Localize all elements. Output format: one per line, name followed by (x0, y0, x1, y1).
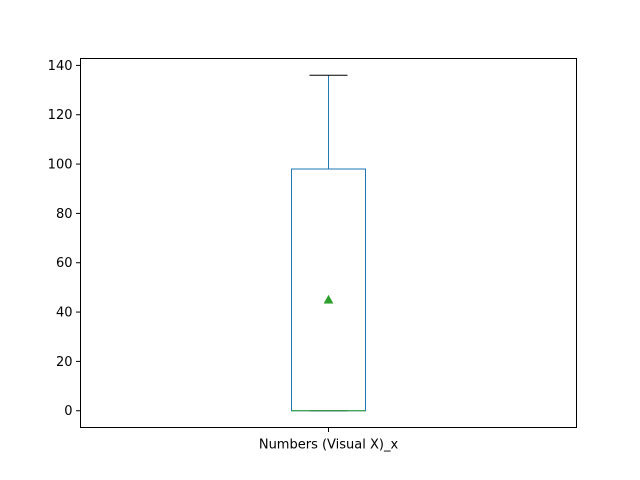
x-axis: Numbers (Visual X)_x (259, 427, 399, 453)
y-tick-label: 120 (48, 108, 73, 123)
y-tick-label: 100 (48, 158, 73, 173)
box-plot-marks (291, 74, 366, 412)
x-tick-label: Numbers (Visual X)_x (259, 438, 399, 453)
y-axis: 0 20 40 60 80 100 120 140 (48, 59, 81, 419)
y-tick-label: 20 (56, 355, 73, 370)
mean-marker (323, 294, 334, 304)
y-tick-label: 40 (56, 306, 73, 321)
y-tick-label: 0 (64, 404, 72, 419)
plot-frame (80, 58, 577, 428)
y-tick-label: 140 (48, 59, 73, 74)
y-tick-label: 60 (56, 256, 73, 271)
y-tick-label: 80 (56, 207, 73, 222)
